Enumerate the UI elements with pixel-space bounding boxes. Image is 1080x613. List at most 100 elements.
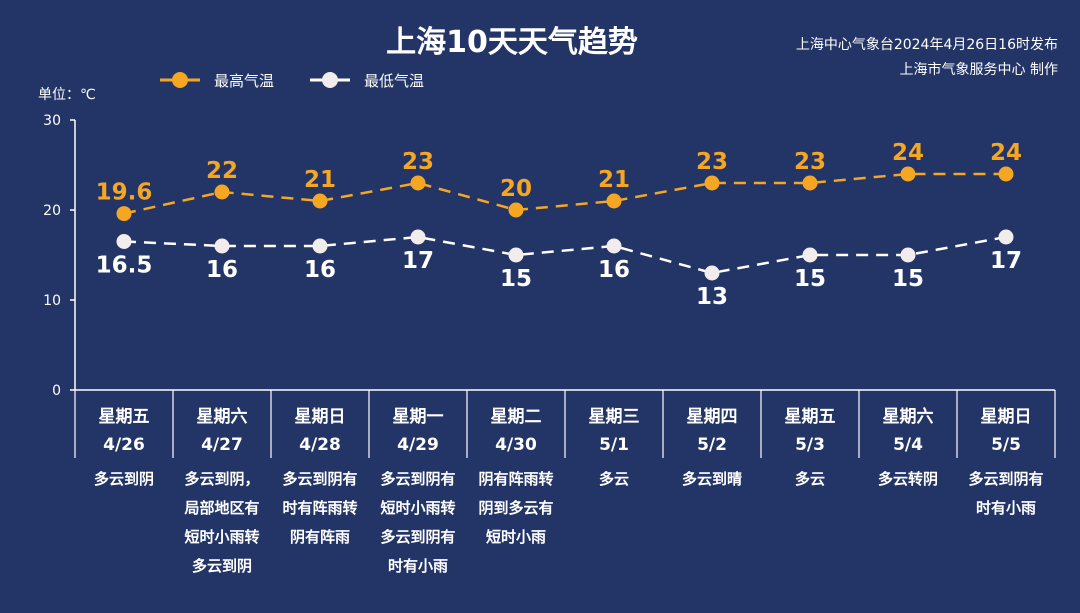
data-label-low: 15 <box>500 266 532 292</box>
category-weekday: 星期二 <box>491 407 542 427</box>
data-point-high <box>508 202 524 218</box>
data-point-high <box>802 175 818 191</box>
weather-description: 短时小雨转 <box>184 528 259 546</box>
data-label-high: 24 <box>990 140 1022 166</box>
weather-description: 多云到阴有 <box>380 528 455 546</box>
data-labels: 19.6 22 21 23 20 21 23 23 24 24 16.5 16 16 17 15 16 13 15… <box>96 140 1022 310</box>
category-date: 4/28 <box>299 435 341 455</box>
data-label-low: 17 <box>990 248 1022 274</box>
category-weekday: 星期一 <box>393 407 444 427</box>
series-line-high <box>123 172 1006 215</box>
data-point-low <box>900 247 916 263</box>
category-weekday: 星期五 <box>785 407 836 427</box>
weather-description: 多云到阴有 <box>968 470 1043 488</box>
weather-description: 多云到阴 <box>192 557 252 575</box>
data-point-high <box>410 175 426 191</box>
category-date: 5/3 <box>795 435 825 455</box>
data-point-high <box>312 193 328 209</box>
data-points <box>116 166 1014 281</box>
data-label-high: 23 <box>794 149 826 175</box>
series-line-low <box>123 235 1007 275</box>
data-label-low: 16 <box>598 257 630 283</box>
weather-description: 多云到晴 <box>682 470 742 488</box>
data-label-high: 21 <box>598 167 630 193</box>
weather-description: 短时小雨转 <box>380 499 455 517</box>
weather-description: 时有阵雨转 <box>282 499 357 517</box>
data-point-high <box>704 175 720 191</box>
category-weekday: 星期五 <box>99 407 150 427</box>
data-point-low <box>312 238 328 254</box>
data-label-high: 23 <box>402 149 434 175</box>
weather-description: 时有小雨 <box>388 557 448 575</box>
weather-description: 多云到阴 <box>94 470 154 488</box>
y-ticks: 0 10 20 30 <box>43 113 75 399</box>
category-dividers <box>74 390 1056 458</box>
weather-description: 多云 <box>599 470 629 488</box>
source-line-1: 上海中心气象台2024年4月26日16时发布 <box>796 37 1058 53</box>
legend: 最高气温 最低气温 <box>160 72 424 90</box>
legend-high-marker <box>172 72 188 88</box>
data-point-high <box>116 206 132 222</box>
category-date: 4/26 <box>103 435 145 455</box>
category-date: 5/5 <box>991 435 1021 455</box>
weather-description: 多云到阴有 <box>380 470 455 488</box>
source-line-2: 上海市气象服务中心 制作 <box>900 61 1058 78</box>
weather-description: 时有小雨 <box>976 499 1036 517</box>
category-date: 5/2 <box>697 435 727 455</box>
category-weekday: 星期日 <box>981 407 1032 427</box>
data-point-low <box>704 265 720 281</box>
data-label-high: 23 <box>696 149 728 175</box>
y-tick-label: 30 <box>43 113 61 129</box>
data-label-high: 21 <box>304 167 336 193</box>
data-label-low: 17 <box>402 248 434 274</box>
data-point-high <box>998 166 1014 182</box>
category-date: 4/30 <box>495 435 537 455</box>
category-weekday: 星期三 <box>589 407 640 427</box>
data-label-high: 24 <box>892 140 924 166</box>
category-date: 4/27 <box>201 435 243 455</box>
weather-description: 多云到阴有 <box>282 470 357 488</box>
legend-high-label: 最高气温 <box>214 72 274 90</box>
weather-description: 多云转阴 <box>878 470 938 488</box>
data-label-high: 22 <box>206 158 238 184</box>
data-label-high: 19.6 <box>96 180 153 206</box>
data-point-low <box>410 229 426 245</box>
legend-item-low: 最低气温 <box>310 72 424 90</box>
data-point-low <box>998 229 1014 245</box>
category-weekday: 星期日 <box>295 407 346 427</box>
data-label-low: 15 <box>892 266 924 292</box>
data-point-low <box>606 238 622 254</box>
weather-description: 阴到多云有 <box>478 499 553 517</box>
y-tick-label: 0 <box>52 383 61 399</box>
data-point-low <box>802 247 818 263</box>
legend-item-high: 最高气温 <box>160 72 274 90</box>
y-tick-label: 20 <box>43 203 61 219</box>
weather-description: 局部地区有 <box>183 499 259 517</box>
weather-description: 短时小雨 <box>486 528 546 546</box>
weather-description: 多云到阴， <box>184 470 259 488</box>
data-label-low: 16 <box>206 257 238 283</box>
y-tick-label: 10 <box>43 293 61 309</box>
data-point-high <box>900 166 916 182</box>
legend-low-marker <box>322 72 338 88</box>
data-label-low: 15 <box>794 266 826 292</box>
category-weekday: 星期六 <box>883 406 934 427</box>
chart-title: 上海10天天气趋势 <box>386 25 638 60</box>
category-labels: 星期五4/26多云到阴星期六4/27多云到阴，局部地区有短时小雨转多云到阴星期日… <box>94 406 1044 575</box>
data-label-low: 16 <box>304 257 336 283</box>
data-point-high <box>214 184 230 200</box>
data-point-low <box>116 234 132 249</box>
data-point-low <box>214 238 230 254</box>
category-date: 5/4 <box>893 435 923 455</box>
weather-description: 阴有阵雨转 <box>478 470 553 488</box>
data-label-high: 20 <box>500 176 532 202</box>
data-point-low <box>508 247 524 263</box>
unit-label: 单位：℃ <box>38 87 96 103</box>
category-weekday: 星期四 <box>687 407 738 427</box>
data-point-high <box>606 193 622 209</box>
weather-description: 阴有阵雨 <box>290 528 350 546</box>
category-date: 5/1 <box>599 435 629 455</box>
category-weekday: 星期六 <box>197 406 248 427</box>
data-label-low: 13 <box>696 284 728 310</box>
